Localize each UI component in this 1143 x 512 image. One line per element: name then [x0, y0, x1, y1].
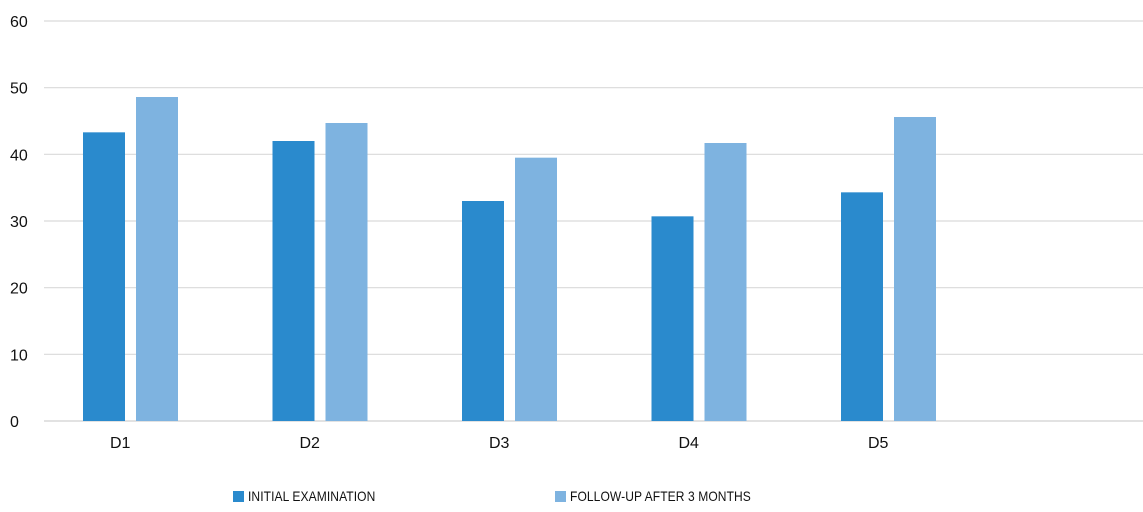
- x-category-label: D2: [300, 435, 321, 452]
- legend-label-followup: FOLLOW-UP AFTER 3 MONTHS: [570, 488, 751, 504]
- y-tick-label: 30: [10, 214, 28, 231]
- x-category-label: D3: [489, 435, 510, 452]
- y-tick-label: 0: [10, 414, 19, 431]
- x-category-label: D1: [110, 435, 131, 452]
- legend-swatch-followup: [555, 490, 566, 502]
- y-tick-label: 20: [10, 281, 28, 298]
- y-tick-label: 50: [10, 81, 28, 98]
- bar-d4-series-1: [651, 216, 694, 421]
- legend-label-initial: INITIAL EXAMINATION: [248, 488, 376, 504]
- bar-d3-series-1: [462, 201, 504, 421]
- legend: INITIAL EXAMINATION FOLLOW-UP AFTER 3 MO…: [0, 488, 1143, 512]
- bar-d1-series-2: [136, 97, 178, 421]
- bar-d2-series-1: [272, 141, 315, 421]
- bar-d3-series-2: [515, 157, 557, 421]
- bars: [83, 97, 936, 422]
- y-tick-label: 60: [10, 14, 28, 31]
- y-tick-label: 10: [10, 347, 28, 364]
- bar-d4-series-2: [704, 143, 747, 421]
- x-category-label: D5: [868, 435, 889, 452]
- bar-d5-series-1: [841, 192, 883, 421]
- y-tick-label: 40: [10, 147, 28, 164]
- bar-d1-series-1: [83, 132, 125, 422]
- bar-chart: 0 10 20 30 40 50 60 D1 D2 D3 D4 D5: [10, 14, 1143, 452]
- x-category-label: D4: [679, 435, 700, 452]
- bar-d5-series-2: [894, 117, 936, 421]
- legend-item-followup: FOLLOW-UP AFTER 3 MONTHS: [555, 488, 780, 504]
- bar-d2-series-2: [325, 123, 368, 421]
- y-axis-ticks: 0 10 20 30 40 50 60: [10, 14, 28, 431]
- legend-swatch-initial: [233, 490, 244, 502]
- x-axis-categories: D1 D2 D3 D4 D5: [110, 435, 889, 452]
- gridlines: [44, 20, 1143, 422]
- legend-item-initial: INITIAL EXAMINATION: [233, 488, 396, 504]
